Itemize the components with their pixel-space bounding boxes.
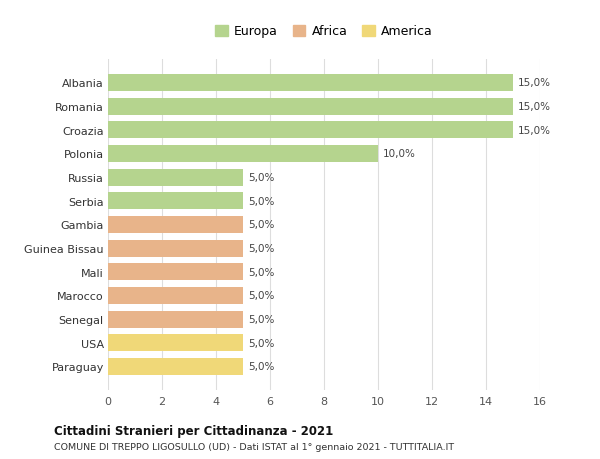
Bar [108,169,243,186]
Bar [108,240,243,257]
Bar [108,75,513,92]
Bar [108,311,243,328]
Text: 10,0%: 10,0% [383,149,416,159]
Text: 5,0%: 5,0% [248,338,274,348]
Bar [108,122,513,139]
Bar [108,358,243,375]
Bar [108,335,243,352]
Text: 5,0%: 5,0% [248,196,274,206]
Text: 5,0%: 5,0% [248,362,274,372]
Text: 5,0%: 5,0% [248,314,274,325]
Text: COMUNE DI TREPPO LIGOSULLO (UD) - Dati ISTAT al 1° gennaio 2021 - TUTTITALIA.IT: COMUNE DI TREPPO LIGOSULLO (UD) - Dati I… [54,442,454,451]
Text: 5,0%: 5,0% [248,291,274,301]
Bar [108,287,243,304]
Text: 15,0%: 15,0% [518,102,551,112]
Bar [108,216,243,234]
Text: 5,0%: 5,0% [248,244,274,253]
Bar [108,146,378,162]
Text: 5,0%: 5,0% [248,220,274,230]
Text: 15,0%: 15,0% [518,125,551,135]
Text: 5,0%: 5,0% [248,173,274,183]
Legend: Europa, Africa, America: Europa, Africa, America [212,23,436,41]
Bar [108,98,513,115]
Text: 15,0%: 15,0% [518,78,551,88]
Bar [108,263,243,280]
Text: 5,0%: 5,0% [248,267,274,277]
Bar [108,193,243,210]
Text: Cittadini Stranieri per Cittadinanza - 2021: Cittadini Stranieri per Cittadinanza - 2… [54,424,333,437]
